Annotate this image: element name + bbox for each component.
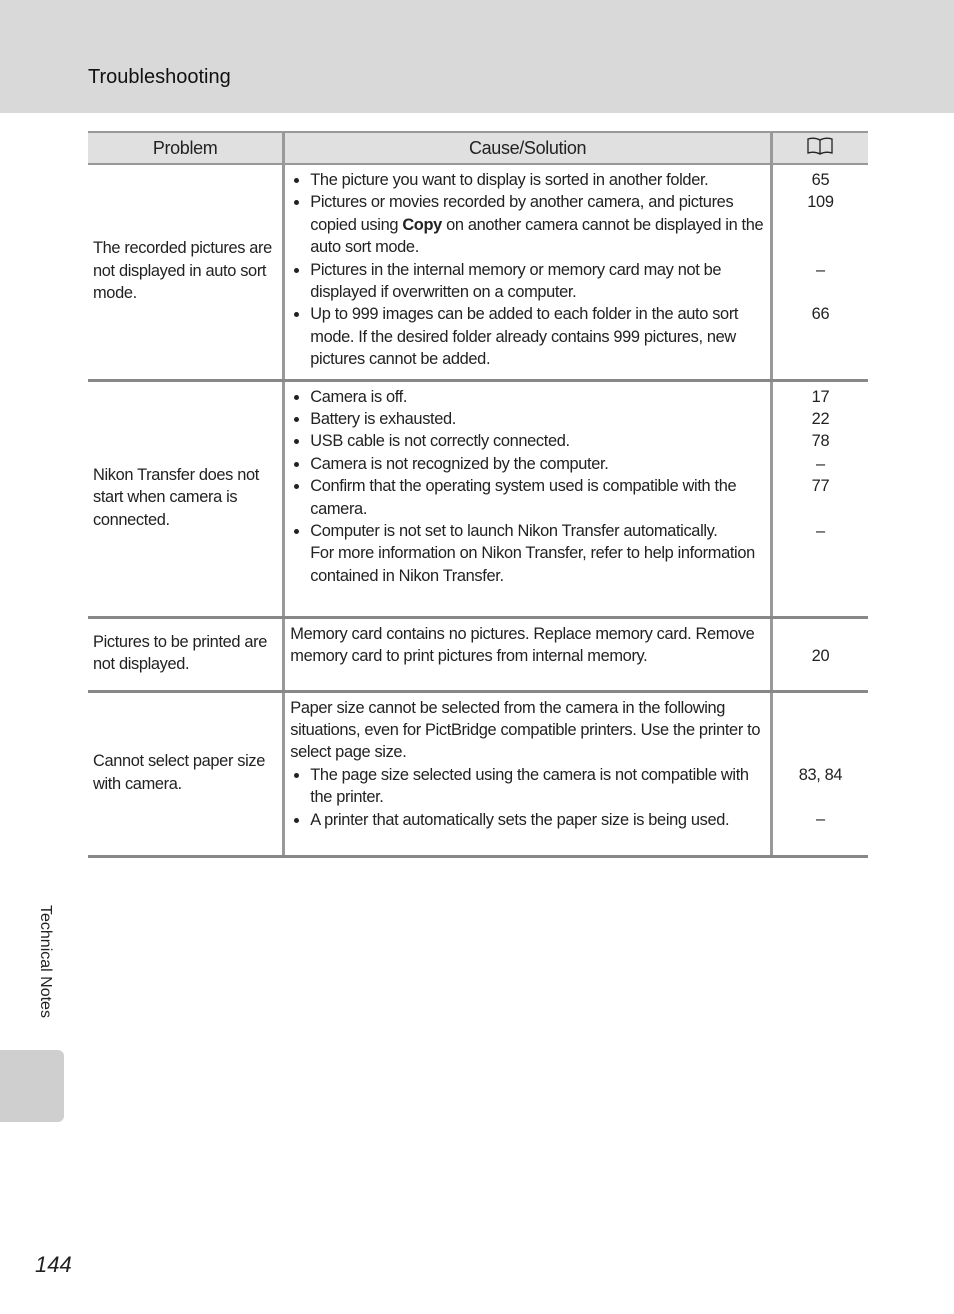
reference-cell: 65 109 – 66 bbox=[771, 164, 868, 382]
cause-text: Memory card contains no pictures. Replac… bbox=[290, 624, 755, 665]
cause-cell: Paper size cannot be selected from the c… bbox=[282, 691, 773, 858]
problem-cell: Nikon Transfer does not start when camer… bbox=[88, 380, 284, 619]
column-header-reference bbox=[771, 131, 868, 165]
page-ref bbox=[778, 697, 863, 719]
header-band bbox=[0, 0, 954, 113]
list-item: A printer that automatically sets the pa… bbox=[310, 809, 765, 831]
page-ref[interactable]: 109 bbox=[807, 193, 834, 212]
page-ref bbox=[778, 741, 863, 763]
cause-text: Paper size cannot be selected from the c… bbox=[290, 698, 761, 762]
section-label: Technical Notes bbox=[37, 905, 54, 1018]
bullet-text: Pictures or movies recorded by another c… bbox=[310, 193, 734, 234]
table-row: The recorded pictures are not displayed … bbox=[88, 164, 868, 382]
list-item: Battery is exhausted. bbox=[310, 408, 765, 430]
list-item: Confirm that the operating system used i… bbox=[310, 475, 765, 520]
page-ref bbox=[778, 786, 863, 808]
page-ref[interactable]: 77 bbox=[811, 477, 830, 496]
page-ref bbox=[778, 623, 863, 645]
page-ref: – bbox=[816, 454, 825, 473]
note-text: For more information on Nikon Transfer, … bbox=[310, 544, 755, 585]
page-ref[interactable]: 17 bbox=[811, 387, 830, 406]
list-item: Camera is off. bbox=[310, 386, 765, 408]
cause-cell: Memory card contains no pictures. Replac… bbox=[282, 617, 773, 693]
page-ref[interactable]: 66 bbox=[811, 305, 830, 324]
list-item: Pictures in the internal memory or memor… bbox=[310, 259, 765, 304]
section-tab bbox=[0, 1050, 64, 1122]
table-row: Cannot select paper size with camera. Pa… bbox=[88, 691, 868, 858]
page-ref bbox=[778, 236, 863, 258]
list-item: Camera is not recognized by the computer… bbox=[310, 453, 765, 475]
page-ref: – bbox=[816, 810, 825, 829]
page-ref[interactable]: 78 bbox=[811, 432, 830, 451]
cause-cell: Camera is off. Battery is exhausted. USB… bbox=[282, 380, 773, 619]
table-header: Problem Cause/Solution bbox=[88, 131, 868, 165]
list-item: Pictures or movies recorded by another c… bbox=[310, 191, 765, 258]
reference-cell: 83, 84 – bbox=[771, 691, 868, 858]
column-header-cause: Cause/Solution bbox=[282, 131, 773, 165]
page-ref bbox=[778, 497, 863, 519]
page-ref: – bbox=[816, 260, 825, 279]
list-item: Computer is not set to launch Nikon Tran… bbox=[310, 520, 765, 542]
page-ref[interactable]: 20 bbox=[811, 646, 830, 665]
page-ref bbox=[778, 214, 863, 236]
page-ref bbox=[778, 281, 863, 303]
page-ref[interactable]: 83, 84 bbox=[798, 765, 843, 784]
page-number: 144 bbox=[35, 1252, 72, 1277]
cause-cell: The picture you want to display is sorte… bbox=[282, 164, 773, 382]
book-icon bbox=[807, 137, 834, 155]
troubleshooting-table: Problem Cause/Solution The recorded pict… bbox=[88, 131, 868, 858]
list-item: Up to 999 images can be added to each fo… bbox=[310, 303, 765, 370]
reference-cell: 17 22 78 – 77 – bbox=[771, 380, 868, 619]
bullet-text: on another camera cannot be displayed in… bbox=[310, 215, 764, 257]
page-ref bbox=[778, 719, 863, 741]
page-title: Troubleshooting bbox=[88, 66, 231, 88]
list-item: The page size selected using the camera … bbox=[310, 764, 765, 809]
page-ref: – bbox=[816, 521, 825, 540]
table-row: Nikon Transfer does not start when camer… bbox=[88, 380, 868, 619]
list-item: USB cable is not correctly connected. bbox=[310, 430, 765, 452]
list-item: The picture you want to display is sorte… bbox=[310, 169, 765, 191]
table-row: Pictures to be printed are not displayed… bbox=[88, 617, 868, 693]
problem-cell: Cannot select paper size with camera. bbox=[88, 691, 284, 858]
copy-term: Copy bbox=[402, 215, 442, 234]
column-header-problem: Problem bbox=[88, 131, 284, 165]
page-ref[interactable]: 22 bbox=[811, 409, 830, 428]
page-ref[interactable]: 65 bbox=[811, 171, 830, 189]
problem-cell: The recorded pictures are not displayed … bbox=[88, 164, 284, 382]
reference-cell: 20 bbox=[771, 617, 868, 693]
problem-cell: Pictures to be printed are not displayed… bbox=[88, 617, 284, 693]
